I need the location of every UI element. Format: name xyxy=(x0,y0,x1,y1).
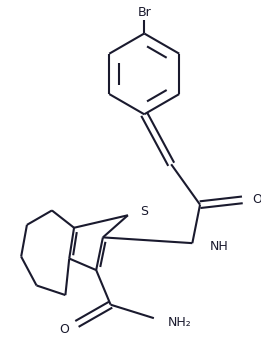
Text: O: O xyxy=(59,323,69,336)
Text: S: S xyxy=(140,205,149,218)
Text: O: O xyxy=(252,193,261,206)
Text: NH₂: NH₂ xyxy=(167,315,191,329)
Text: Br: Br xyxy=(137,6,151,19)
Text: NH: NH xyxy=(210,240,228,253)
